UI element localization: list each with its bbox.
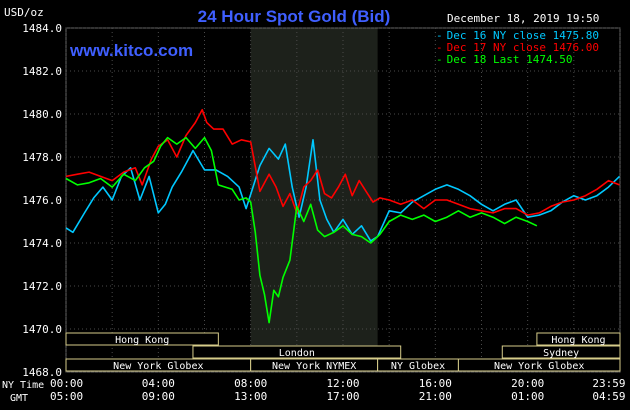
x-tick-label-gmt: 09:00 (142, 390, 175, 403)
legend-label-dec17: Dec 17 NY close 1476.00 (447, 41, 599, 54)
market-session: New York Globex (457, 358, 621, 372)
y-axis-ticks: 1468.0 1470.0 1472.0 1474.0 1476.0 1478.0 1480… (22, 22, 62, 379)
session-bar (536, 332, 621, 346)
market-session: New York Globex (65, 358, 252, 372)
chart-title: 24 Hour Spot Gold (Bid) (198, 7, 391, 26)
session-label: Sydney (543, 348, 579, 359)
gmt-label: GMT (10, 393, 28, 404)
y-tick-label: 1480.0 (22, 108, 62, 121)
y-tick-label: 1468.0 (22, 366, 62, 379)
series-line-1 (65, 108, 620, 216)
legend: - Dec 16 NY close 1475.80 - Dec 17 NY clos… (436, 29, 599, 66)
market-session: Sydney (501, 345, 621, 359)
market-session: NY Globex (377, 358, 459, 372)
legend-item-dec16: - Dec 16 NY close 1475.80 (436, 29, 599, 42)
y-tick-label: 1470.0 (22, 323, 62, 336)
session-bar (457, 358, 621, 372)
market-session: Hong Kong (65, 332, 219, 346)
x-tick-label-gmt: 21:00 (419, 390, 452, 403)
session-label: NY Globex (391, 361, 445, 372)
y-tick-label: 1474.0 (22, 237, 62, 250)
session-label: Hong Kong (115, 335, 169, 346)
x-tick-label-ny: 04:00 (142, 377, 175, 390)
x-tick-label-gmt: 17:00 (326, 390, 359, 403)
session-bar (192, 345, 402, 359)
session-label: New York Globex (494, 361, 584, 372)
y-tick-label: 1482.0 (22, 65, 62, 78)
x-tick-label-gmt: 05:00 (50, 390, 83, 403)
y-tick-label: 1478.0 (22, 151, 62, 164)
session-label: New York NYMEX (272, 361, 356, 372)
x-tick-label-gmt: 01:00 (511, 390, 544, 403)
market-sessions: Hong Kong Hong Kong London Sydney New York G… (65, 332, 621, 372)
legend-item-dec17: - Dec 17 NY close 1476.00 (436, 41, 599, 54)
legend-marker-dec16: - (436, 29, 443, 42)
x-tick-label-ny: 08:00 (234, 377, 267, 390)
legend-marker-dec17: - (436, 41, 443, 54)
session-label: New York Globex (113, 361, 203, 372)
legend-marker-dec18: - (436, 53, 443, 66)
price-series (65, 108, 621, 324)
market-session: Hong Kong (536, 332, 621, 346)
market-session: New York NYMEX (250, 358, 379, 372)
x-axis-ticks: 00:00 04:00 08:00 12:00 16:00 20:00 23:59 05:00… (50, 377, 626, 403)
ny-time-label: NY Time (2, 380, 44, 391)
timestamp: December 18, 2019 19:50 (447, 12, 599, 25)
y-tick-label: 1476.0 (22, 194, 62, 207)
x-tick-label-ny: 00:00 (50, 377, 83, 390)
series-line-2 (65, 136, 538, 324)
y-axis-unit: USD/oz (4, 6, 44, 19)
x-tick-label-ny: 20:00 (511, 377, 544, 390)
site-watermark: www.kitco.com (69, 41, 193, 60)
x-tick-label-ny: 23:59 (592, 377, 625, 390)
legend-item-dec18: - Dec 18 Last 1474.50 (436, 53, 572, 66)
series-line-0 (65, 139, 621, 242)
session-bar (65, 332, 219, 346)
x-tick-label-gmt: 13:00 (234, 390, 267, 403)
legend-label-dec18: Dec 18 Last 1474.50 (447, 53, 573, 66)
legend-label-dec16: Dec 16 NY close 1475.80 (447, 29, 599, 42)
market-session: London (192, 345, 402, 359)
session-label: Hong Kong (551, 335, 605, 346)
y-tick-label: 1484.0 (22, 22, 62, 35)
session-bar (501, 345, 621, 359)
x-tick-label-gmt: 04:59 (592, 390, 625, 403)
x-tick-label-ny: 12:00 (326, 377, 359, 390)
x-tick-label-ny: 16:00 (419, 377, 452, 390)
y-tick-label: 1472.0 (22, 280, 62, 293)
session-label: London (279, 348, 315, 359)
